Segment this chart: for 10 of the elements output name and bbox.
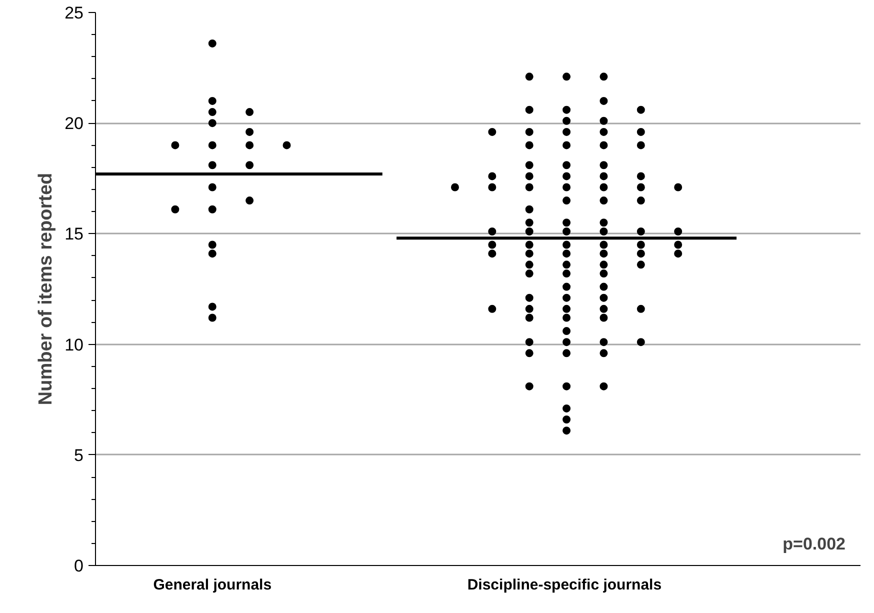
x-tick-label: General journals	[153, 576, 272, 594]
y-tick-label: 5	[74, 446, 84, 465]
y-tick-label: 15	[64, 224, 84, 244]
y-tick-label: 0	[74, 556, 84, 576]
x-tick-label: Discipline-specific journals	[467, 576, 662, 594]
y-tick-label: 25	[64, 4, 84, 22]
y-tick-label: 20	[64, 114, 84, 134]
y-axis-title: Number of items reported	[36, 172, 57, 406]
y-tick-label: 10	[64, 335, 84, 354]
annotation: p=0.002	[782, 534, 846, 554]
